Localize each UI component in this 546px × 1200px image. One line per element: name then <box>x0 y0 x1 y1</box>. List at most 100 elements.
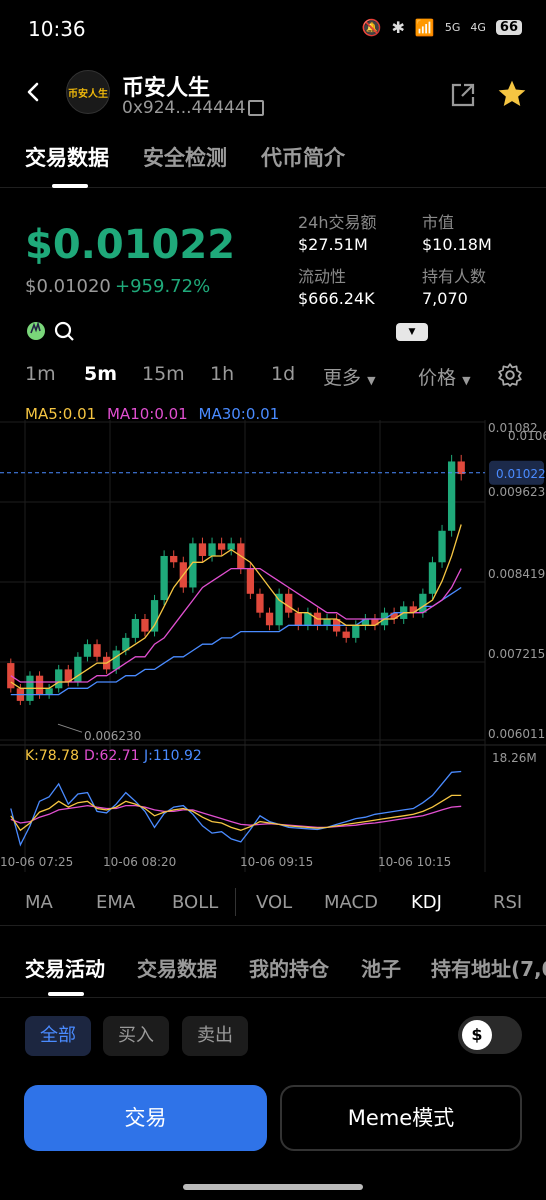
interval-1m[interactable]: 1m <box>25 363 56 385</box>
time-axis-label: 10-06 09:15 <box>240 855 313 869</box>
price-mode-dropdown[interactable]: 价格 ▼ <box>418 363 471 390</box>
candle-body <box>217 543 226 550</box>
network-4g-label: 4G <box>470 21 486 34</box>
candle-body <box>371 618 379 626</box>
price-axis-tick: 0.006011 <box>488 727 545 741</box>
current-price-tag <box>489 460 544 485</box>
indicator-tab-vol[interactable]: VOL <box>256 892 293 913</box>
tab-trade-data-2[interactable]: 交易数据 <box>137 957 217 981</box>
candle-body <box>83 644 92 657</box>
stat-label-liquidity: 流动性 <box>298 267 347 286</box>
currency-toggle-knob[interactable]: $ <box>462 1020 492 1050</box>
more-dropdown[interactable]: 更多 ▼ <box>323 363 376 390</box>
trade-button[interactable]: 交易 <box>24 1085 267 1151</box>
indicator-tab-ma[interactable]: MA <box>25 892 53 913</box>
candle-body <box>342 631 350 638</box>
tab-my-holdings[interactable]: 我的持仓 <box>249 957 329 981</box>
token-address: 0x924...44444 <box>122 98 246 118</box>
filter-sell[interactable]: 卖出 <box>182 1016 248 1056</box>
indicator-tab-kdj[interactable]: KDJ <box>411 892 442 913</box>
ma5-legend: MA5:0.01 <box>25 405 97 423</box>
kdj-d-line <box>10 804 462 829</box>
candle-body <box>390 612 398 619</box>
ma5-line <box>10 524 462 689</box>
filter-all[interactable]: 全部 <box>25 1016 91 1056</box>
favorite-star-icon[interactable] <box>496 78 528 110</box>
status-time: 10:36 <box>28 17 86 41</box>
share-icon[interactable] <box>450 82 476 108</box>
candle-body <box>275 593 283 626</box>
time-axis-label: 10-06 08:20 <box>103 855 176 869</box>
tab-underline <box>52 184 88 188</box>
low-marker-line <box>57 723 83 733</box>
tab-token-intro[interactable]: 代币简介 <box>261 146 345 170</box>
wave-hand-icon[interactable] <box>27 321 45 340</box>
status-icons: 🔕 ✱ 📶 5G 4G 66 <box>362 18 522 37</box>
back-icon[interactable] <box>22 80 46 104</box>
interval-1d[interactable]: 1d <box>271 363 296 385</box>
indicator-divider <box>235 888 236 916</box>
candle-body <box>93 644 101 657</box>
stat-label-holders: 持有人数 <box>422 267 487 286</box>
indicator-tab-ema[interactable]: EMA <box>96 892 136 913</box>
candle-body <box>112 650 120 670</box>
search-icon[interactable] <box>54 321 74 341</box>
kdj-k-line <box>10 794 462 832</box>
interval-1h[interactable]: 1h <box>210 363 235 385</box>
candle-body <box>198 543 207 556</box>
wifi-icon: 📶 <box>414 18 435 37</box>
chart-collapse-toggle[interactable]: ▼ <box>396 323 428 341</box>
volume-axis-label: 18.26M <box>492 751 537 765</box>
candle-body <box>285 593 293 613</box>
interval-15m[interactable]: 15m <box>142 363 185 385</box>
stat-value-holders: 7,070 <box>422 289 468 308</box>
tab-trade-data[interactable]: 交易数据 <box>25 146 109 170</box>
activity-tab-underline <box>48 992 84 996</box>
top-tabs: 交易数据 安全检测 代币简介 <box>0 134 546 188</box>
chart-tool-row <box>25 318 95 348</box>
activity-tabs: 交易活动 交易数据 我的持仓 池子 持有地址(7,0 <box>0 936 546 998</box>
candle-body <box>409 606 417 613</box>
token-name: 币安人生 <box>122 76 211 101</box>
tab-pools[interactable]: 池子 <box>361 957 401 981</box>
candle-body <box>7 663 15 689</box>
kdj-j-line <box>10 770 462 847</box>
tab-trade-activity[interactable]: 交易活动 <box>25 957 105 981</box>
low-marker-label: 0.006230 <box>84 729 141 743</box>
filter-buy[interactable]: 买入 <box>103 1016 169 1056</box>
indicator-tab-boll[interactable]: BOLL <box>172 892 219 913</box>
candle-body <box>208 543 216 556</box>
tab-security-check[interactable]: 安全检测 <box>143 146 227 170</box>
home-indicator <box>183 1184 363 1190</box>
kdj-k-legend: K:78.78 <box>25 748 79 764</box>
indicator-tabs: MA EMA BOLL VOL MACD KDJ RSI <box>0 880 546 926</box>
candle-body <box>170 555 178 563</box>
meme-mode-button[interactable]: Meme模式 <box>280 1085 522 1151</box>
copy-icon[interactable] <box>248 100 264 116</box>
current-price-label: 0.01022 <box>496 467 546 481</box>
price-axis-tick: 0.009623 <box>488 485 545 499</box>
candle-body <box>304 612 312 626</box>
candle-body <box>361 618 370 626</box>
tab-holder-addresses[interactable]: 持有地址(7,0 <box>431 957 546 981</box>
stat-label-volume: 24h交易额 <box>298 213 377 232</box>
candle-body <box>294 612 302 626</box>
interval-5m[interactable]: 5m <box>84 363 118 385</box>
candle-body <box>141 618 149 632</box>
stat-label-market-cap: 市值 <box>422 213 455 232</box>
chart-settings-gear-icon[interactable] <box>497 362 523 388</box>
candle-body <box>428 562 437 594</box>
candle-body <box>323 618 331 626</box>
candle-body <box>189 543 197 588</box>
time-axis-label: 10-06 07:25 <box>0 855 73 869</box>
price-axis-tick: 0.007215 <box>488 647 545 661</box>
indicator-tab-macd[interactable]: MACD <box>324 892 378 913</box>
price-mode-caret-icon: ▼ <box>462 374 471 387</box>
candle-body <box>438 530 446 563</box>
price-axis-tick: 0.01082 <box>488 421 538 435</box>
time-axis-label: 10-06 10:15 <box>378 855 451 869</box>
candle-body <box>122 637 130 651</box>
indicator-tab-rsi[interactable]: RSI <box>493 892 523 913</box>
